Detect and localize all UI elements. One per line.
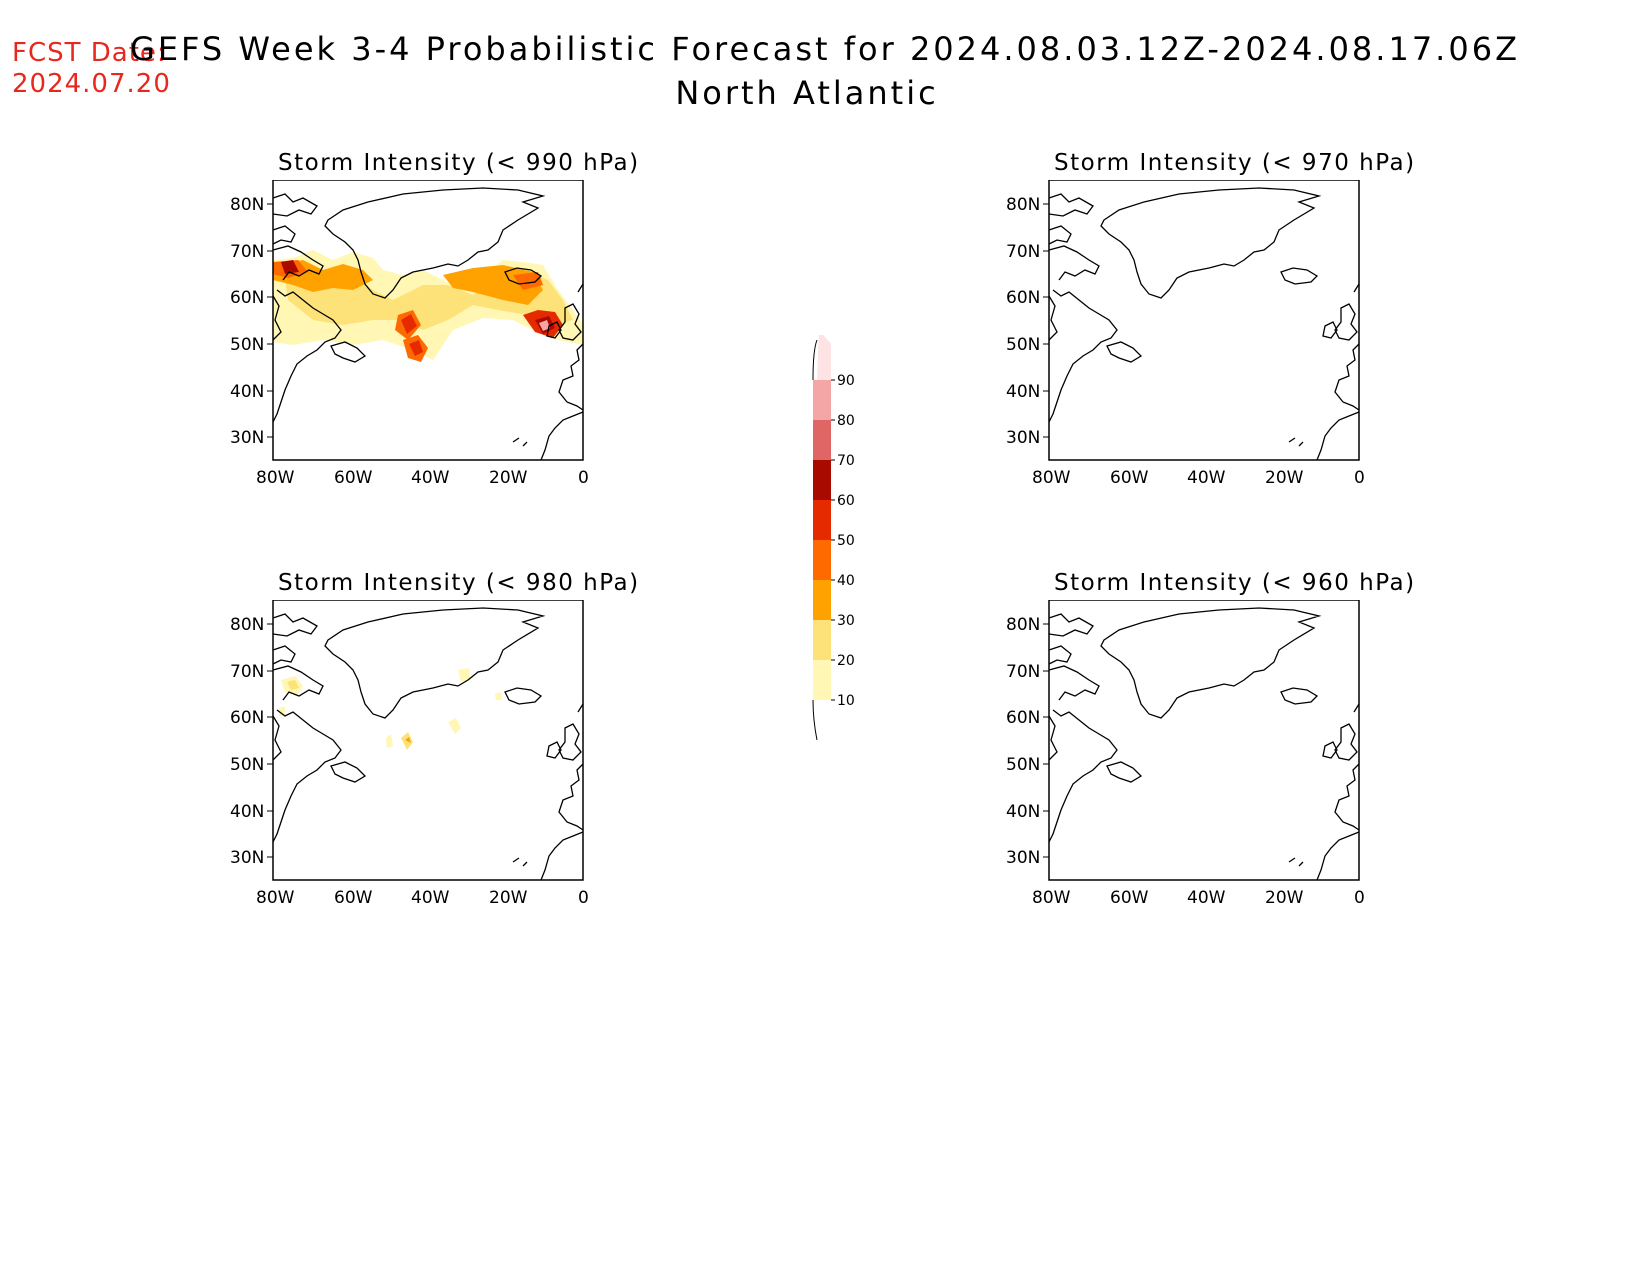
panel-title-970: Storm Intensity (< 970 hPa) bbox=[1054, 150, 1416, 176]
colorbar-swatch bbox=[813, 335, 831, 380]
colorbar-swatch bbox=[813, 580, 831, 620]
svg-text:60N: 60N bbox=[230, 708, 264, 728]
colorbar-swatches bbox=[812, 335, 831, 741]
page-title: GEFS Week 3-4 Probabilistic Forecast for… bbox=[130, 30, 1520, 68]
svg-text:70N: 70N bbox=[230, 242, 264, 262]
svg-text:40N: 40N bbox=[1006, 802, 1040, 822]
svg-text:50N: 50N bbox=[230, 755, 264, 775]
map-panel-960: 80N 70N 60N 50N 40N 30N 80W 60W 40W 20W … bbox=[1006, 600, 1365, 908]
svg-text:40W: 40W bbox=[411, 468, 450, 488]
svg-text:80N: 80N bbox=[230, 615, 264, 635]
map-panel-980: 80N 70N 60N 50N 40N 30N 80W 60W 40W 20W … bbox=[230, 600, 589, 908]
colorbar-level-label: 40 bbox=[837, 573, 855, 589]
lat-ticks-980: 80N 70N 60N 50N 40N 30N bbox=[230, 615, 273, 868]
lon-ticks-960: 80W 60W 40W 20W 0 bbox=[1032, 888, 1365, 908]
probability-shading-980 bbox=[279, 668, 502, 750]
svg-text:20W: 20W bbox=[489, 468, 528, 488]
svg-text:70N: 70N bbox=[230, 662, 264, 682]
svg-text:30N: 30N bbox=[1006, 848, 1040, 868]
svg-text:80W: 80W bbox=[256, 888, 295, 908]
svg-text:60N: 60N bbox=[230, 288, 264, 308]
lon-ticks-980: 80W 60W 40W 20W 0 bbox=[256, 888, 589, 908]
panel-title-990: Storm Intensity (< 990 hPa) bbox=[278, 150, 640, 176]
svg-text:50N: 50N bbox=[1006, 755, 1040, 775]
svg-text:80N: 80N bbox=[230, 195, 264, 215]
lat-ticks-970: 80N 70N 60N 50N 40N 30N bbox=[1006, 195, 1049, 448]
svg-text:0: 0 bbox=[1354, 888, 1365, 908]
colorbar-level-label: 60 bbox=[837, 493, 855, 509]
panel-title-960: Storm Intensity (< 960 hPa) bbox=[1054, 570, 1416, 596]
svg-text:40N: 40N bbox=[1006, 382, 1040, 402]
colorbar-level-label: 90 bbox=[837, 373, 855, 389]
svg-text:40W: 40W bbox=[1187, 888, 1226, 908]
lon-ticks-970: 80W 60W 40W 20W 0 bbox=[1032, 468, 1365, 488]
colorbar-swatch bbox=[813, 660, 831, 700]
map-panel-990: 80N 70N 60N 50N 40N 30N 80W 60W 40W 20W … bbox=[230, 180, 589, 488]
colorbar-level-label: 70 bbox=[837, 453, 855, 469]
svg-text:70N: 70N bbox=[1006, 242, 1040, 262]
colorbar-level-label: 20 bbox=[837, 653, 855, 669]
svg-text:20W: 20W bbox=[489, 888, 528, 908]
colorbar-level-label: 80 bbox=[837, 413, 855, 429]
colorbar-swatch bbox=[813, 380, 831, 420]
svg-text:20W: 20W bbox=[1265, 468, 1304, 488]
svg-text:20W: 20W bbox=[1265, 888, 1304, 908]
colorbar-swatch bbox=[813, 500, 831, 540]
colorbar-head bbox=[812, 339, 818, 381]
svg-text:50N: 50N bbox=[230, 335, 264, 355]
colorbar-level-label: 50 bbox=[837, 533, 855, 549]
fcst-date-block: FCST Date: 2024.07.20 bbox=[12, 38, 171, 100]
svg-text:80N: 80N bbox=[1006, 615, 1040, 635]
svg-text:60W: 60W bbox=[1110, 468, 1149, 488]
svg-text:80W: 80W bbox=[1032, 888, 1071, 908]
svg-text:30N: 30N bbox=[230, 848, 264, 868]
svg-text:80W: 80W bbox=[256, 468, 295, 488]
svg-text:60N: 60N bbox=[1006, 288, 1040, 308]
panel-title-980: Storm Intensity (< 980 hPa) bbox=[278, 570, 640, 596]
lat-ticks-990: 80N 70N 60N 50N 40N 30N bbox=[230, 195, 273, 448]
svg-text:80W: 80W bbox=[1032, 468, 1071, 488]
colorbar-swatch bbox=[813, 420, 831, 460]
svg-text:80N: 80N bbox=[1006, 195, 1040, 215]
svg-text:60W: 60W bbox=[1110, 888, 1149, 908]
colorbar-swatch bbox=[813, 460, 831, 500]
svg-text:40N: 40N bbox=[230, 382, 264, 402]
colorbar-swatch bbox=[813, 540, 831, 580]
colorbar-labels: 10 20 30 40 50 60 70 80 90 bbox=[831, 373, 855, 709]
colorbar-tail bbox=[812, 699, 818, 741]
colorbar-level-label: 30 bbox=[837, 613, 855, 629]
svg-text:60W: 60W bbox=[334, 468, 373, 488]
svg-text:0: 0 bbox=[578, 468, 589, 488]
fcst-date-label: FCST Date: bbox=[12, 38, 167, 68]
svg-text:50N: 50N bbox=[1006, 335, 1040, 355]
colorbar: 10 20 30 40 50 60 70 80 90 bbox=[812, 335, 855, 741]
colorbar-swatch bbox=[813, 620, 831, 660]
lat-ticks-960: 80N 70N 60N 50N 40N 30N bbox=[1006, 615, 1049, 868]
probability-shading-990 bbox=[273, 250, 583, 362]
svg-text:30N: 30N bbox=[1006, 428, 1040, 448]
svg-text:40N: 40N bbox=[230, 802, 264, 822]
region-subtitle: North Atlantic bbox=[675, 74, 939, 112]
svg-text:60N: 60N bbox=[1006, 708, 1040, 728]
svg-text:30N: 30N bbox=[230, 428, 264, 448]
svg-text:40W: 40W bbox=[411, 888, 450, 908]
fcst-date-value: 2024.07.20 bbox=[12, 69, 171, 99]
svg-text:40W: 40W bbox=[1187, 468, 1226, 488]
svg-text:0: 0 bbox=[578, 888, 589, 908]
colorbar-level-label: 10 bbox=[837, 693, 855, 709]
svg-text:60W: 60W bbox=[334, 888, 373, 908]
svg-text:70N: 70N bbox=[1006, 662, 1040, 682]
lon-ticks-990: 80W 60W 40W 20W 0 bbox=[256, 468, 589, 488]
svg-text:0: 0 bbox=[1354, 468, 1365, 488]
map-panel-970: 80N 70N 60N 50N 40N 30N 80W 60W 40W 20W … bbox=[1006, 180, 1365, 488]
